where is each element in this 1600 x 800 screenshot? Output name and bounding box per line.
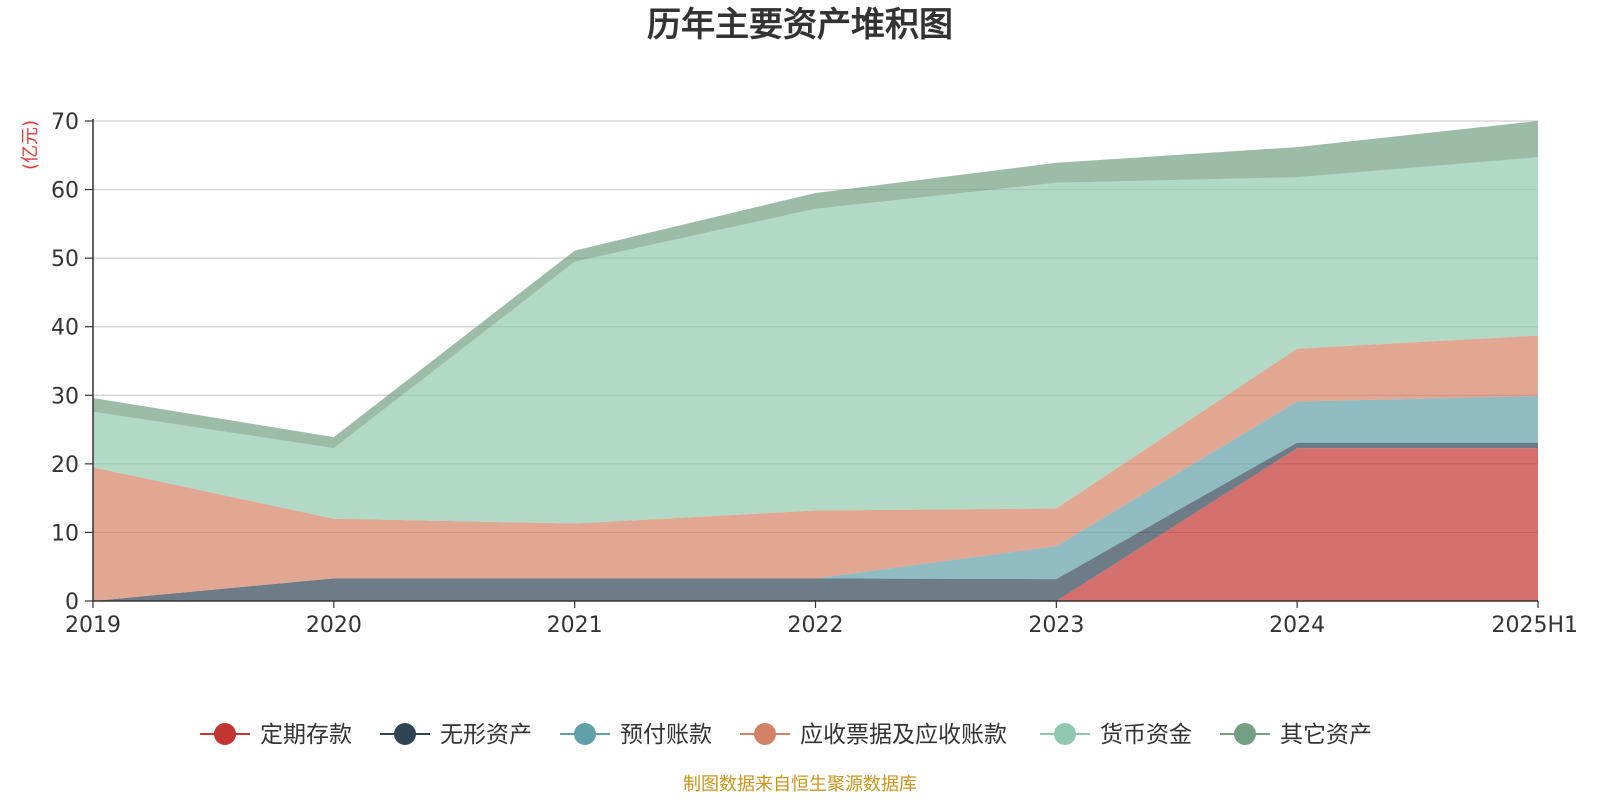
area-series [93,335,1538,601]
stacked-areas [93,121,1538,601]
area-series [93,448,1538,601]
y-tick-label: 50 [51,247,79,272]
x-tick-label: 2019 [65,613,121,638]
legend-marker [754,723,776,745]
legend-label: 无形资产 [440,722,532,748]
legend-marker [1234,723,1256,745]
legend-item: 定期存款 [200,722,352,748]
legend: 定期存款 无形资产 预付账款 应收票据及应收账款 货币资金 其它资产 [200,722,1372,748]
legend-label: 应收票据及应收账款 [800,722,1007,748]
x-tick-label: 2023 [1028,613,1084,638]
x-tick-label: 2022 [788,613,844,638]
y-tick-label: 40 [51,316,79,341]
x-tick-label: 2021 [547,613,603,638]
legend-label: 定期存款 [260,722,352,748]
legend-item: 无形资产 [380,722,532,748]
x-tick-label: 2025H1 [1491,613,1578,638]
y-tick-label: 70 [51,110,79,135]
area-series [93,396,1538,601]
y-axis-unit-label: (亿元) [20,120,41,170]
y-tick-label: 30 [51,384,79,409]
legend-item: 应收票据及应收账款 [740,722,1007,748]
legend-label: 其它资产 [1280,722,1372,748]
area-series [93,157,1538,524]
legend-item: 货币资金 [1040,722,1192,748]
legend-marker [394,723,416,745]
y-tick-label: 60 [51,179,79,204]
area-series [93,121,1538,449]
chart-title: 历年主要资产堆积图 [647,5,953,45]
legend-marker [214,723,236,745]
legend-marker [1054,723,1076,745]
x-tick-label: 2024 [1269,613,1325,638]
legend-label: 预付账款 [620,722,712,748]
x-tick-label: 2020 [306,613,362,638]
legend-marker [574,723,596,745]
legend-item: 预付账款 [560,722,712,748]
y-tick-label: 20 [51,453,79,478]
y-tick-label: 10 [51,521,79,546]
axes: 0 10 20 30 40 50 60 70 2019 2020 2021 2022 2023 2024 2… [51,110,1578,638]
legend-label: 货币资金 [1100,722,1192,748]
data-source-note: 制图数据来自恒生聚源数据库 [683,774,917,795]
y-tick-label: 0 [65,590,79,615]
legend-item: 其它资产 [1220,722,1372,748]
